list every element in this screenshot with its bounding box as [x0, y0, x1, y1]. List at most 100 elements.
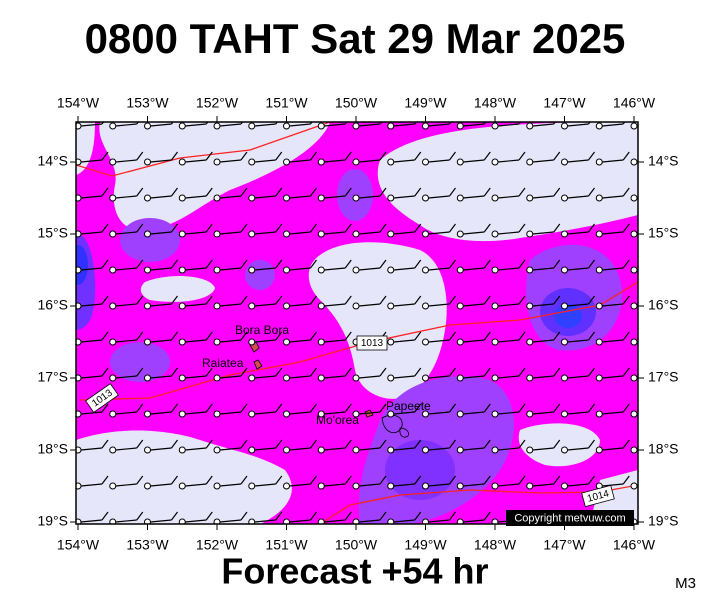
barb-feather	[275, 187, 283, 197]
barb-shaft	[567, 123, 589, 127]
barb-station	[76, 374, 82, 382]
barb-shaft	[80, 447, 103, 451]
barb-feather	[171, 439, 178, 449]
place-label: Mo'orea	[316, 413, 359, 427]
barb-shaft	[219, 411, 242, 415]
barb-shaft	[254, 195, 276, 199]
barb-station	[456, 302, 464, 310]
barb-feather	[449, 331, 456, 341]
barb-station	[248, 338, 256, 346]
barb-feather	[344, 259, 352, 269]
barb-feather	[414, 187, 422, 197]
barb-feather	[171, 187, 178, 197]
barb-feather	[101, 439, 109, 449]
barb-shaft	[185, 447, 207, 451]
isobar-label-box	[581, 484, 615, 508]
barb-feather	[101, 223, 109, 233]
copyright-box	[506, 510, 634, 526]
barb-shaft	[254, 339, 276, 343]
barb-station	[456, 482, 464, 490]
barb-station	[630, 374, 638, 382]
barb-shaft	[532, 231, 554, 235]
barb-shaft	[115, 519, 137, 523]
barb-shaft	[497, 303, 520, 307]
barb-station	[422, 302, 429, 310]
longitude-label: 153°W	[126, 95, 169, 111]
barb-feather	[275, 367, 283, 377]
barb-station	[595, 266, 603, 274]
barb-station	[144, 158, 151, 166]
barb-station	[213, 266, 221, 274]
barb-station	[352, 122, 360, 130]
barb-feather	[518, 367, 526, 377]
barb-shaft	[532, 483, 554, 487]
barb-feather	[658, 188, 664, 196]
barb-station	[317, 482, 325, 490]
barb-feather	[414, 223, 422, 233]
barb-shaft	[497, 195, 520, 199]
barb-shaft	[150, 195, 172, 199]
barb-station	[352, 446, 360, 454]
barb-feather	[136, 439, 144, 449]
barb-feather	[379, 403, 387, 413]
barb-station	[317, 446, 325, 454]
barb-station	[491, 158, 499, 166]
barb-feather	[553, 223, 561, 233]
barb-station	[595, 194, 603, 202]
barb-shaft	[463, 267, 485, 271]
barb-shaft	[602, 447, 624, 451]
barb-station	[109, 410, 117, 418]
barb-feather	[658, 404, 664, 412]
barb-shaft	[532, 411, 554, 415]
barb-station	[144, 410, 151, 418]
barb-feather	[622, 187, 630, 197]
barb-shaft	[185, 303, 207, 307]
barb-shaft	[254, 267, 276, 271]
barb-feather	[310, 403, 317, 413]
barb-station	[526, 482, 534, 490]
barb-station	[387, 266, 395, 274]
barb-station	[283, 194, 290, 202]
barb-feather	[171, 331, 178, 341]
barb-station	[178, 122, 186, 130]
barb-feather	[344, 295, 352, 305]
barb-shaft	[463, 195, 485, 199]
barb-shaft	[532, 303, 554, 307]
barb-shaft	[185, 375, 207, 379]
barb-station	[213, 158, 221, 166]
barb-feather	[275, 403, 283, 413]
barb-feather	[171, 511, 178, 521]
barb-shaft	[289, 375, 311, 379]
barb-station	[561, 194, 568, 202]
barb-shaft	[324, 195, 346, 199]
barb-station	[283, 410, 290, 418]
barb-shaft	[393, 231, 415, 235]
barb-station	[387, 302, 395, 310]
barb-station	[561, 302, 568, 310]
barb-shaft	[324, 411, 346, 415]
barb-shaft	[115, 231, 137, 235]
barb-feather	[344, 511, 352, 521]
barb-shaft	[428, 483, 450, 487]
barb-feather	[483, 511, 491, 521]
barb-station	[352, 230, 360, 238]
barb-shaft	[602, 123, 624, 127]
barb-shaft	[150, 339, 172, 343]
longitude-label-bottom: 153°W	[126, 537, 169, 553]
barb-station	[630, 446, 638, 454]
barb-station	[387, 374, 395, 382]
barb-feather	[483, 151, 491, 161]
barb-feather	[588, 151, 595, 161]
barb-station	[526, 122, 534, 130]
barb-station	[352, 374, 360, 382]
barb-station	[144, 446, 151, 454]
barb-feather	[275, 259, 283, 269]
barb-feather	[622, 331, 630, 341]
barb-shaft	[324, 375, 346, 379]
barb-station	[595, 158, 603, 166]
barb-station	[109, 302, 117, 310]
barb-station	[387, 122, 395, 130]
barb-station	[109, 230, 117, 238]
barb-shaft	[219, 195, 242, 199]
latitude-label-right: 15°S	[648, 225, 679, 241]
